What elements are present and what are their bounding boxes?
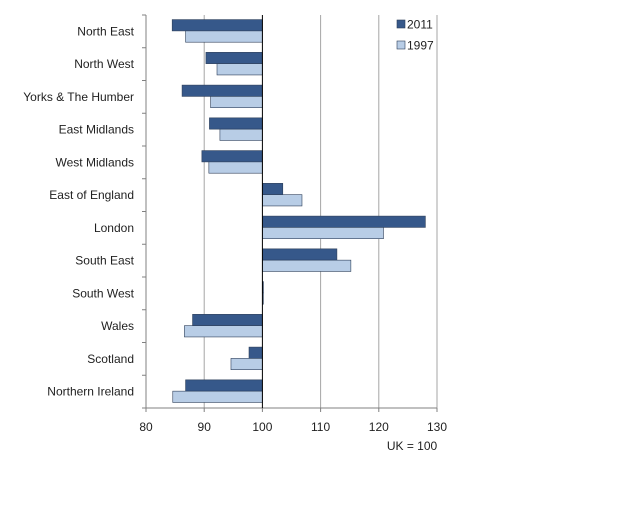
category-label: Yorks & The Humber bbox=[23, 90, 134, 104]
bar-2011 bbox=[185, 379, 263, 392]
bar-2011 bbox=[262, 183, 284, 195]
bar-1997 bbox=[216, 63, 263, 76]
tick-labels: 80 90 100 110 120 130 bbox=[139, 420, 447, 434]
category-label: Wales bbox=[101, 319, 134, 333]
x-tick-label: 100 bbox=[252, 420, 272, 434]
category-label: Scotland bbox=[87, 352, 134, 366]
category-label: South East bbox=[75, 254, 134, 268]
bar-1997 bbox=[184, 325, 263, 338]
bar-2011 bbox=[262, 248, 338, 261]
x-tick-label: 130 bbox=[427, 420, 447, 434]
bar-2011 bbox=[205, 52, 263, 64]
bar-2011 bbox=[201, 150, 263, 163]
gridlines bbox=[203, 15, 438, 408]
category-labels: North East North West Yorks & The Humber Ea… bbox=[23, 24, 134, 398]
bar-2011 bbox=[181, 84, 263, 97]
axis-note: UK = 100 bbox=[387, 439, 438, 453]
x-tick-label: 110 bbox=[311, 420, 330, 434]
category-label: North East bbox=[77, 24, 134, 38]
category-label: London bbox=[94, 221, 134, 235]
legend-label-1997: 1997 bbox=[407, 39, 434, 53]
bar-1997 bbox=[208, 161, 263, 174]
x-tick-label: 90 bbox=[198, 420, 212, 434]
bar-2011 bbox=[171, 19, 263, 32]
bar-2011 bbox=[248, 346, 263, 359]
category-label: East of England bbox=[49, 188, 134, 202]
legend-label-2011: 2011 bbox=[407, 18, 433, 32]
category-label: West Midlands bbox=[56, 155, 134, 169]
bar-2011 bbox=[262, 215, 426, 228]
bar-1997 bbox=[262, 227, 384, 239]
legend: 2011 1997 bbox=[396, 18, 434, 53]
bar-1997 bbox=[262, 194, 303, 207]
bars bbox=[171, 19, 426, 403]
bar-1997 bbox=[219, 128, 263, 141]
bar-1997 bbox=[185, 30, 263, 43]
legend-swatch-2011 bbox=[396, 19, 406, 29]
bar-1997 bbox=[262, 259, 352, 272]
legend-swatch-1997 bbox=[396, 40, 406, 50]
bar-1997 bbox=[230, 358, 263, 370]
category-label: Northern Ireland bbox=[47, 385, 134, 399]
bar-1997 bbox=[172, 390, 263, 403]
x-tick-label: 80 bbox=[139, 420, 153, 434]
bar-2011 bbox=[192, 314, 263, 326]
axes bbox=[142, 14, 438, 412]
category-label: South West bbox=[72, 286, 134, 300]
category-label: East Midlands bbox=[59, 123, 134, 137]
bar-2011 bbox=[209, 117, 263, 130]
bar-1997 bbox=[210, 96, 263, 109]
category-label: North West bbox=[74, 57, 134, 71]
x-tick-label: 120 bbox=[369, 420, 389, 434]
